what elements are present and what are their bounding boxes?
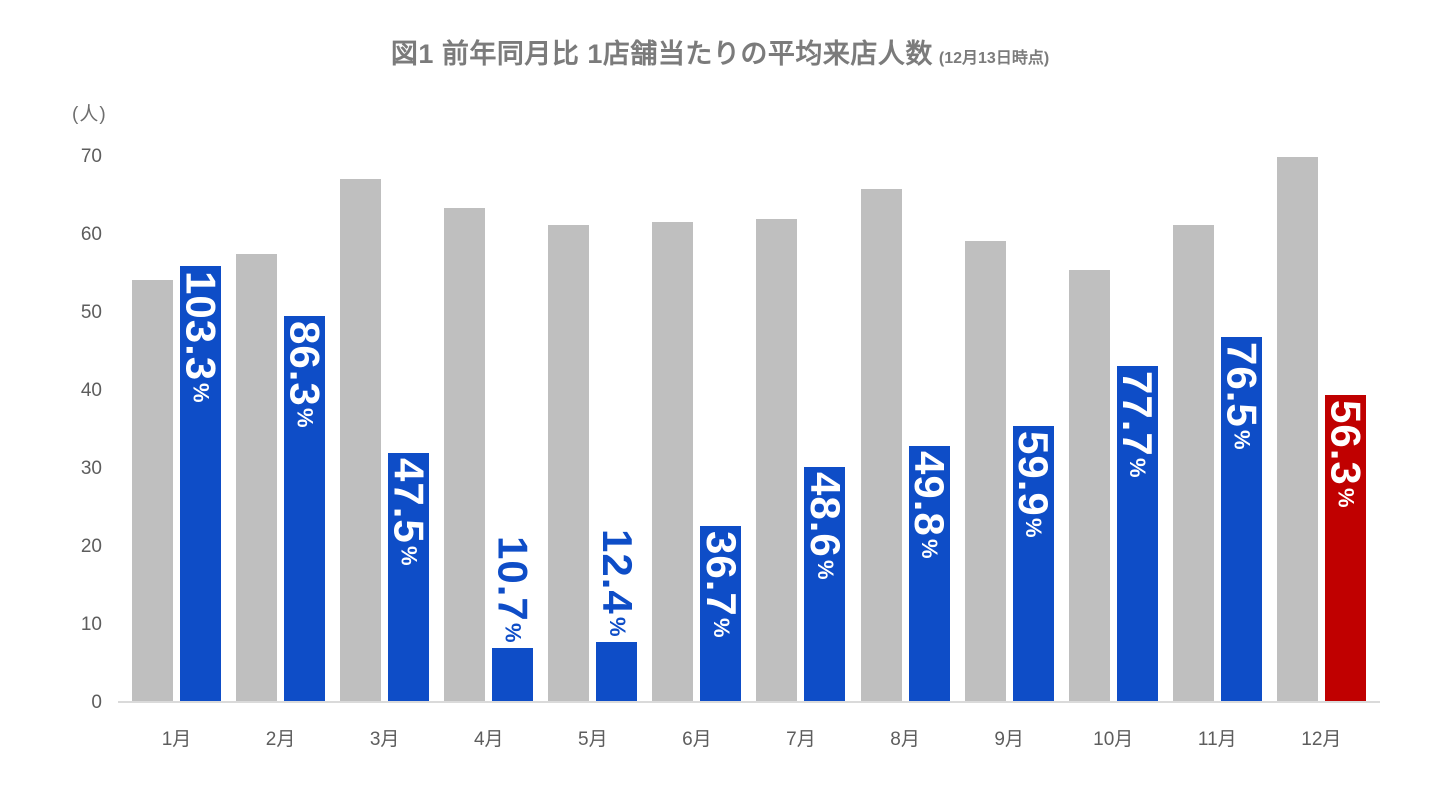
bar-value-label: 77.7% bbox=[1114, 370, 1162, 478]
x-tick-label: 7月 bbox=[786, 729, 816, 750]
x-tick-label: 11月 bbox=[1197, 729, 1237, 750]
bar-current-year: 56.3% bbox=[1322, 395, 1370, 701]
y-tick-label: 40 bbox=[80, 380, 102, 401]
x-tick-label: 9月 bbox=[994, 729, 1024, 750]
bar-previous-year bbox=[1276, 157, 1318, 701]
bar-value-label: 56.3% bbox=[1322, 400, 1370, 508]
bar-group: 76.5% bbox=[1172, 225, 1266, 701]
bar-value-label: 103.3% bbox=[177, 270, 225, 403]
bar-group: 77.7% bbox=[1068, 269, 1162, 701]
bar-group: 12.4% bbox=[548, 225, 641, 701]
chart-title-note: (12月13日時点) bbox=[938, 50, 1050, 67]
bar-current-year: 49.8% bbox=[906, 445, 954, 701]
bar-value-label: 86.3% bbox=[281, 320, 329, 428]
bar-previous-year bbox=[132, 279, 173, 701]
x-axis-labels: 1月 2月 3月 4月 5月 6月 7月 8月 9月 10月 11月 12月 bbox=[118, 724, 1380, 751]
y-tick-label: 50 bbox=[80, 302, 102, 323]
bar-group: 103.3% bbox=[132, 265, 225, 701]
chart-title: 図1 前年同月比 1店舗当たりの平均来店人数 bbox=[390, 39, 933, 69]
y-tick-label: 30 bbox=[80, 458, 102, 479]
bar-group: 59.9% bbox=[964, 240, 1058, 701]
bar-group: 49.8% bbox=[860, 189, 954, 701]
bar-previous-year bbox=[1068, 269, 1110, 701]
bar-value-label: 12.4% bbox=[593, 529, 641, 637]
x-tick-label: 12月 bbox=[1301, 729, 1342, 750]
bar-previous-year bbox=[652, 222, 694, 701]
bar-previous-year bbox=[860, 189, 902, 701]
x-tick-label: 6月 bbox=[682, 729, 712, 750]
bar-previous-year bbox=[1172, 225, 1214, 701]
bar-previous-year bbox=[444, 208, 486, 701]
x-tick-label: 4月 bbox=[473, 729, 504, 750]
bar-group: 10.7% bbox=[444, 208, 537, 701]
bar-previous-year bbox=[548, 225, 590, 701]
bar-value-label: 36.7% bbox=[697, 530, 745, 638]
bar-group: 48.6% bbox=[756, 218, 849, 701]
plot-area: 0 10 20 30 40 50 60 70 103.3% 86.3% 47.5% 10.7% 12.4… bbox=[81, 140, 1380, 713]
bar-current-year: 47.5% bbox=[385, 452, 433, 701]
x-tick-label: 1月 bbox=[161, 729, 192, 750]
bar-previous-year bbox=[756, 218, 798, 701]
x-tick-label: 5月 bbox=[578, 729, 608, 750]
bar-current-year: 77.7% bbox=[1114, 365, 1162, 701]
chart-title-row: 図1 前年同月比 1店舗当たりの平均来店人数 (12月13日時点) bbox=[0, 32, 1440, 71]
bar-value-label: 49.8% bbox=[906, 450, 954, 559]
x-tick-label: 2月 bbox=[265, 729, 296, 750]
bar-previous-year bbox=[340, 179, 382, 701]
bar-current-year: 36.7% bbox=[697, 525, 745, 701]
bar-current-year: 59.9% bbox=[1010, 425, 1058, 701]
bar-current-year: 103.3% bbox=[177, 265, 225, 701]
bar-value-label: 59.9% bbox=[1010, 430, 1058, 538]
y-axis-unit-label: (人) bbox=[72, 104, 107, 125]
bar-previous-year bbox=[964, 240, 1006, 701]
bar-previous-year bbox=[236, 254, 278, 701]
bar-value-label: 47.5% bbox=[385, 457, 433, 566]
bar-group: 47.5% bbox=[340, 179, 433, 701]
bar-group: 36.7% bbox=[652, 222, 745, 701]
bar-current-year: 48.6% bbox=[801, 467, 849, 701]
x-tick-label: 3月 bbox=[369, 729, 400, 750]
y-tick-label: 60 bbox=[80, 224, 102, 245]
y-tick-label: 70 bbox=[80, 146, 102, 167]
x-tick-label: 8月 bbox=[890, 729, 920, 750]
chart-plot: 0 10 20 30 40 50 60 70 103.3% 86.3% 47.5% 10.7% 12.4… bbox=[81, 140, 1380, 751]
x-tick-label: 10月 bbox=[1093, 729, 1134, 750]
bar-current-year: 86.3% bbox=[281, 315, 329, 701]
y-tick-label: 10 bbox=[80, 614, 102, 635]
y-tick-label: 0 bbox=[91, 692, 102, 713]
bar-current-year: 12.4% bbox=[594, 529, 641, 701]
bar-value-label: 48.6% bbox=[801, 472, 849, 580]
bar-current-year: 76.5% bbox=[1218, 336, 1266, 701]
bar-value-label: 76.5% bbox=[1218, 341, 1266, 450]
bar-group: 56.3% bbox=[1276, 157, 1370, 701]
bar-current-year: 10.7% bbox=[490, 536, 537, 701]
y-tick-label: 20 bbox=[80, 536, 102, 557]
bar-group: 86.3% bbox=[236, 254, 329, 701]
bar-value-label: 10.7% bbox=[489, 535, 537, 643]
